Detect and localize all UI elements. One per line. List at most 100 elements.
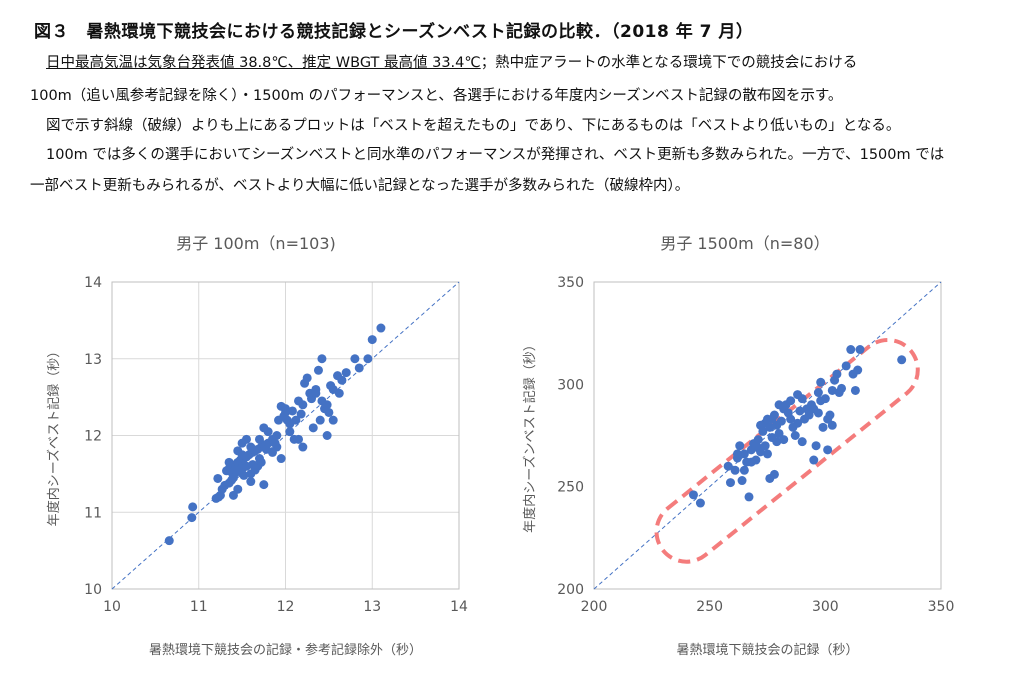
- data-point: [855, 345, 865, 355]
- data-point: [756, 447, 766, 457]
- data-point: [254, 454, 264, 464]
- data-point: [296, 409, 306, 419]
- data-point: [337, 375, 347, 385]
- x-tick-label: 350: [928, 599, 955, 615]
- data-point: [841, 361, 851, 371]
- data-point: [825, 410, 835, 420]
- data-point: [322, 400, 332, 410]
- data-point: [823, 445, 833, 455]
- data-point: [753, 435, 763, 445]
- data-point: [334, 388, 344, 398]
- data-point: [241, 434, 251, 444]
- data-point: [270, 438, 280, 448]
- data-point: [816, 377, 826, 387]
- data-point: [793, 418, 803, 428]
- data-point: [772, 437, 782, 447]
- data-point: [298, 442, 308, 452]
- x-tick-label: 250: [696, 599, 723, 615]
- x-tick-label: 13: [363, 599, 381, 615]
- data-point: [790, 431, 800, 440]
- data-point: [313, 365, 323, 375]
- data-point: [164, 536, 174, 546]
- data-point: [367, 335, 377, 345]
- y-tick-label: 14: [84, 275, 102, 291]
- x-axis-label: 暑熱環境下競技会の記録・参考記録除外（秒）: [149, 642, 422, 658]
- data-point: [261, 444, 271, 454]
- data-point: [737, 476, 747, 486]
- plot-area-border: [111, 281, 460, 590]
- figure-title: 図３ 暑熱環境下競技会における競技記録とシーズンベスト記録の比較．（2018 年…: [34, 22, 754, 42]
- data-point: [779, 435, 789, 445]
- data-point: [725, 478, 735, 488]
- y-tick-label: 300: [557, 377, 584, 393]
- data-point: [730, 465, 740, 475]
- data-point: [230, 465, 240, 475]
- data-point: [291, 415, 301, 425]
- highlight-region: [654, 338, 920, 564]
- data-point: [744, 492, 754, 502]
- x-tick-label: 200: [581, 599, 608, 615]
- data-point: [804, 410, 814, 420]
- data-point: [695, 498, 705, 508]
- data-point: [853, 365, 863, 375]
- data-point: [285, 427, 295, 437]
- data-point: [774, 400, 784, 410]
- data-point: [739, 449, 749, 459]
- paragraph-5: 一部ベスト更新もみられるが、ベストより大幅に低い記録となった選手が多数みられた（…: [30, 178, 690, 194]
- data-point: [213, 473, 223, 483]
- data-point: [350, 354, 360, 364]
- data-point: [739, 465, 749, 475]
- data-point: [786, 396, 796, 406]
- paragraph-2: 100m（追い風参考記録を除く）・1500m のパフォーマンスと、各選手における…: [30, 88, 843, 104]
- data-point: [324, 407, 334, 417]
- diagonal-line: [593, 281, 942, 590]
- data-point: [774, 428, 784, 438]
- data-point: [723, 461, 733, 471]
- data-point: [354, 363, 364, 373]
- data-point: [813, 388, 823, 398]
- data-point: [246, 442, 256, 452]
- data-point: [308, 423, 318, 433]
- data-point: [809, 455, 819, 465]
- data-point: [765, 422, 775, 432]
- y-tick-label: 12: [84, 429, 102, 445]
- data-point: [834, 388, 844, 398]
- x-tick-label: 14: [450, 599, 468, 615]
- data-point: [688, 490, 698, 500]
- data-point: [239, 470, 249, 480]
- data-point: [760, 441, 770, 451]
- data-point: [776, 416, 786, 426]
- data-point: [793, 390, 803, 400]
- data-point: [746, 457, 756, 467]
- chart-title: 男子 1500m（n=80）: [660, 234, 829, 253]
- data-point: [786, 414, 796, 424]
- data-point: [376, 323, 386, 333]
- data-point: [259, 423, 269, 433]
- data-point: [813, 408, 823, 418]
- data-point: [302, 373, 312, 383]
- y-tick-label: 350: [557, 275, 584, 291]
- data-point: [287, 406, 297, 416]
- paragraph-3: 図で示す斜線（破線）よりも上にあるプロットは「ベストを超えたもの」であり、下にあ…: [46, 118, 901, 134]
- y-tick-label: 13: [84, 352, 102, 368]
- chart-title: 男子 100m（n=103): [176, 234, 336, 253]
- data-point: [832, 369, 842, 379]
- data-point: [188, 502, 198, 512]
- x-tick-label: 300: [812, 599, 839, 615]
- data-point: [827, 420, 837, 430]
- data-point: [311, 388, 321, 398]
- x-axis-label: 暑熱環境下競技会の記録（秒）: [676, 642, 858, 658]
- y-tick-label: 10: [84, 582, 102, 598]
- data-point: [254, 434, 264, 444]
- data-point: [237, 450, 247, 460]
- data-point: [811, 441, 821, 451]
- data-point: [272, 431, 282, 440]
- data-point: [795, 406, 805, 416]
- paragraph-1: 日中最高気温は気象台発表値 38.8℃、推定 WBGT 最高値 33.4℃；熱中…: [30, 53, 857, 73]
- data-point: [187, 513, 197, 523]
- paragraph-1-rest: ；熱中症アラートの水準となる環境下での競技会における: [480, 55, 858, 71]
- data-point: [274, 415, 284, 425]
- data-point: [756, 420, 766, 430]
- y-tick-label: 200: [557, 582, 584, 598]
- data-point: [797, 437, 807, 447]
